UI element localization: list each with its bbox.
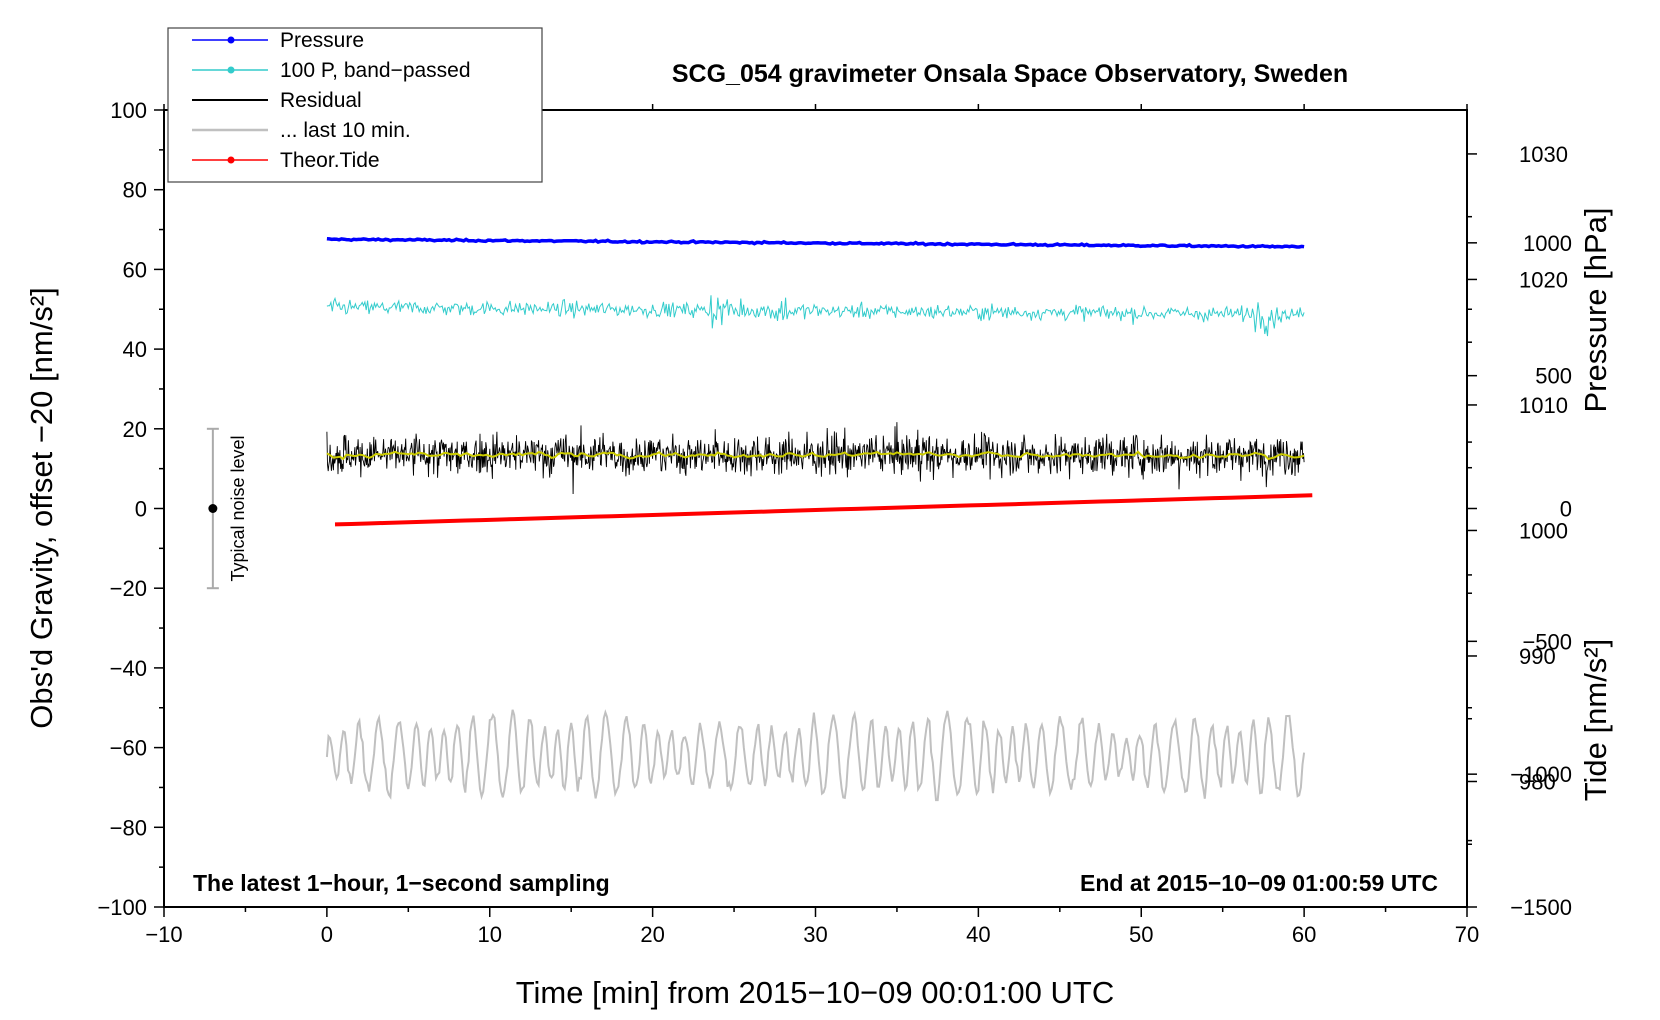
theoretical-tide-series-line (334, 493, 1313, 527)
y-pressure-tick-label: 990 (1519, 644, 1556, 669)
sampling-annotation: The latest 1−hour, 1−second sampling (193, 870, 610, 896)
x-tick-label: 10 (478, 922, 502, 947)
chart-title: SCG_054 gravimeter Onsala Space Observat… (672, 60, 1348, 88)
y-left-tick-label: 40 (123, 337, 147, 362)
legend-marker-bandpassed (227, 66, 235, 74)
noise-bar-center-dot (208, 504, 218, 513)
y-tide-tick-label: 1000 (1523, 231, 1572, 256)
y-pressure-tick-label: 1020 (1519, 267, 1568, 292)
smoothed-residual-line (326, 450, 1305, 461)
y-axis-label-pressure: Pressure [hPa] (1578, 207, 1613, 412)
legend-label-tide: Theor.Tide (280, 149, 380, 172)
y-pressure-tick-label: 1010 (1519, 393, 1568, 418)
x-axis-label: Time [min] from 2015−10−09 00:01:00 UTC (516, 975, 1115, 1010)
y-left-tick-label: 100 (110, 98, 147, 123)
legend-label-pressure: Pressure (280, 29, 364, 52)
legend-box (167, 27, 543, 183)
y-axis-label-gravity: Obs'd Gravity, offset −20 [nm/s²] (24, 287, 59, 729)
legend-marker-pressure (227, 36, 235, 44)
y-left-tick-label: −60 (110, 736, 147, 761)
x-tick-label: 30 (803, 922, 827, 947)
pressure-series-line (326, 236, 1305, 249)
end-time-annotation: End at 2015−10−09 01:00:59 UTC (1080, 870, 1438, 896)
y-axis-label-tide: Tide [nm/s²] (1578, 639, 1613, 802)
legend-entry-tide: Theor.Tide (192, 149, 380, 172)
y-pressure-tick-label: 1000 (1519, 518, 1568, 543)
noise-level-label: Typical noise level (228, 435, 248, 581)
y-left-tick-label: −100 (97, 895, 147, 920)
last-10-min-series-line (325, 709, 1306, 802)
y-left-tick-label: 20 (123, 417, 147, 442)
x-tick-label: −10 (145, 922, 182, 947)
x-tick-label: 50 (1129, 922, 1153, 947)
x-tick-label: 70 (1455, 922, 1479, 947)
y-pressure-tick-label: 1030 (1519, 142, 1568, 167)
legend: Pressure 100 P, band−passed Residual ...… (167, 27, 543, 183)
y-left-tick-label: 80 (123, 178, 147, 203)
y-left-tick-label: 60 (123, 257, 147, 282)
y-left-tick-label: 0 (135, 497, 147, 522)
legend-label-bandpassed: 100 P, band−passed (280, 59, 471, 82)
noise-level-bar: Typical noise level (206, 427, 248, 590)
y-tide-tick-label: −1000 (1510, 762, 1572, 787)
x-tick-label: 20 (640, 922, 664, 947)
bandpassed-pressure-series-line (326, 295, 1305, 337)
x-tick-label: 0 (321, 922, 333, 947)
y-left-tick-label: −20 (110, 576, 147, 601)
legend-label-residual: Residual (280, 89, 362, 112)
y-left-tick-label: −40 (110, 656, 147, 681)
legend-entry-pressure: Pressure (192, 29, 364, 52)
legend-entry-bandpassed: 100 P, band−passed (192, 59, 471, 82)
y-pressure-tick-label: 980 (1519, 769, 1556, 794)
x-tick-label: 60 (1292, 922, 1316, 947)
legend-label-last10: ... last 10 min. (280, 119, 411, 142)
legend-entry-residual: Residual (192, 89, 362, 112)
y-tide-tick-label: −1500 (1510, 895, 1572, 920)
ticks-layer: −10 0 10 20 30 40 50 60 70100806040200−20−40−60−… (97, 98, 1572, 947)
y-tide-tick-label: 500 (1535, 364, 1572, 389)
legend-marker-tide (227, 156, 235, 164)
series-layer (325, 236, 1313, 802)
legend-entry-last10: ... last 10 min. (192, 119, 411, 142)
y-tide-tick-label: 0 (1560, 497, 1572, 522)
y-tide-tick-label: −500 (1522, 629, 1572, 654)
y-left-tick-label: −80 (110, 815, 147, 840)
x-tick-label: 40 (966, 922, 990, 947)
residual-series-line (326, 422, 1305, 495)
